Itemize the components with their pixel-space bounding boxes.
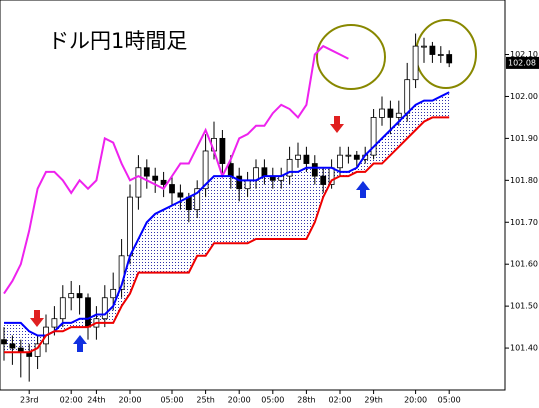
x-tick-label: 20:00: [228, 396, 251, 405]
buy-arrow: [73, 335, 87, 352]
candle-body: [9, 343, 16, 349]
candle-body: [446, 54, 453, 64]
x-tick-label: 02:00: [328, 396, 351, 405]
candle-body: [404, 79, 411, 114]
x-tick-label: 25th: [196, 396, 214, 405]
candle-body: [169, 184, 175, 194]
x-tick-label: 20:00: [404, 396, 427, 405]
candle-body: [85, 297, 91, 328]
candle-body: [311, 163, 318, 177]
candle-body: [118, 255, 125, 290]
y-tick-label: 101.60: [510, 260, 538, 269]
candle-body: [177, 192, 184, 198]
y-tick-label: 101.40: [510, 344, 538, 353]
candle-body: [412, 45, 419, 81]
x-tick-label: 24th: [87, 396, 105, 405]
candle-body: [194, 188, 201, 211]
cloud: [4, 92, 450, 353]
highlight-circle: [316, 24, 386, 90]
candle-body: [68, 293, 75, 299]
candle-body: [1, 339, 7, 345]
candle-body: [152, 175, 159, 181]
x-tick-label: 20:00: [118, 396, 141, 405]
signal-arrows: [30, 116, 370, 352]
candle-body: [202, 150, 209, 190]
y-tick-label: 101.50: [510, 302, 538, 311]
candle-body: [236, 175, 243, 190]
x-tick-label: 28th: [297, 396, 315, 405]
candle-body: [345, 154, 352, 157]
y-tick-label: 101.80: [510, 176, 538, 185]
x-tick-label: 05:00: [438, 396, 461, 405]
candle-body: [295, 154, 301, 160]
candle-body: [395, 112, 402, 118]
candle-body: [337, 154, 343, 169]
x-tick-label: 05:00: [160, 396, 183, 405]
candle-body: [353, 154, 360, 160]
candle-body: [127, 196, 133, 257]
line-series: [3, 44, 349, 295]
x-tick-label: 05:00: [261, 396, 284, 405]
buy-arrow: [356, 181, 370, 198]
candle-body: [143, 167, 150, 177]
candle-body: [101, 297, 108, 320]
candle-body: [261, 167, 268, 177]
candle-body: [303, 154, 310, 164]
candle-body: [429, 45, 436, 55]
chart-title: ドル円1時間足: [48, 29, 187, 53]
candle-body: [437, 54, 444, 56]
y-tick-label: 102.00: [510, 92, 538, 101]
y-tick-label: 101.90: [510, 134, 538, 143]
candle-body: [135, 167, 142, 198]
candle-body: [286, 158, 293, 177]
line-series: [4, 91, 450, 337]
candle-body: [320, 175, 327, 185]
candle-body: [387, 108, 394, 118]
sell-arrow: [330, 116, 344, 133]
candle-body: [421, 45, 427, 48]
y-tick-label: 101.70: [510, 218, 538, 227]
last-price-box: [506, 56, 539, 69]
y-tick-label: 102.10: [510, 50, 538, 59]
candle-body: [219, 137, 226, 164]
line-series: [4, 116, 450, 354]
candle-body: [160, 179, 167, 185]
x-tick-label: 02:00: [60, 396, 83, 405]
x-tick-label: 23rd: [20, 396, 38, 405]
x-tick-label: 29th: [364, 396, 382, 405]
candle-body: [51, 318, 58, 328]
sell-arrow: [30, 310, 44, 327]
candle-body: [370, 117, 377, 156]
candle-body: [59, 297, 66, 320]
candle-body: [379, 108, 385, 118]
candle-body: [227, 163, 234, 177]
candle-body: [244, 179, 251, 190]
last-price: 102.08: [508, 58, 536, 67]
candle-body: [76, 293, 83, 299]
candle-body: [110, 288, 117, 299]
